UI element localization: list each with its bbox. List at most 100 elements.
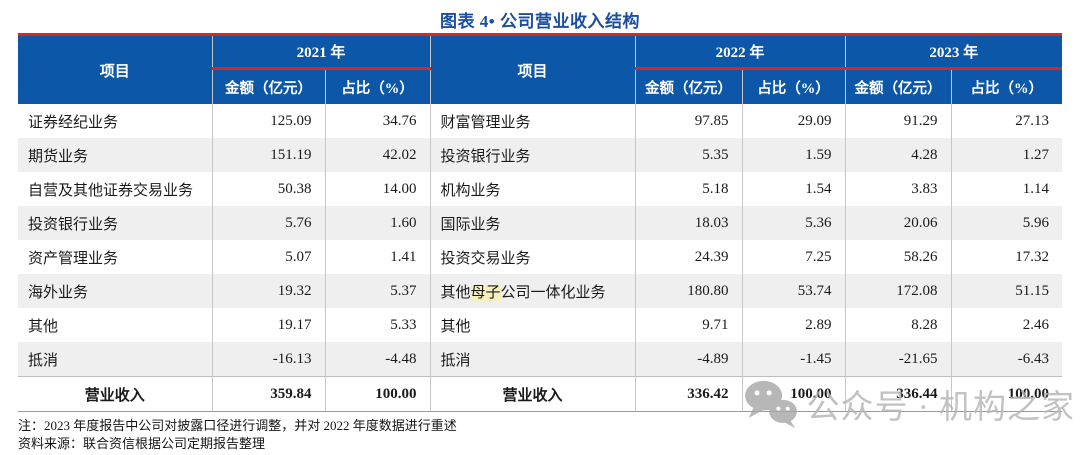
share-header-2021: 占比（%） xyxy=(324,68,431,104)
share-cell: 17.32 xyxy=(950,240,1063,274)
amount-header-2023: 金额（亿元） xyxy=(844,68,952,104)
table-row: 证券经纪业务 125.09 34.76 财富管理业务 97.85 29.09 9… xyxy=(18,104,1063,138)
share-cell: 1.27 xyxy=(950,138,1063,172)
share-cell: 1.14 xyxy=(950,172,1063,206)
amount-header-2022: 金额（亿元） xyxy=(634,68,743,104)
year-header-2023: 2023 年 xyxy=(844,34,1063,70)
amount-cell: 3.83 xyxy=(844,172,952,206)
revenue-structure-table: 项目 2021 年 项目 2022 年 2023 年 金额（亿元） 占比（%） … xyxy=(18,33,1063,412)
share-cell: 2.46 xyxy=(950,308,1063,342)
share-cell: 14.00 xyxy=(324,172,431,206)
share-header-2022: 占比（%） xyxy=(741,68,846,104)
share-cell: 1.60 xyxy=(324,206,431,240)
share-header-2023: 占比（%） xyxy=(950,68,1063,104)
share-cell: 100.00 xyxy=(324,376,431,412)
item-cell: 投资交易业务 xyxy=(429,240,636,274)
amount-cell: 91.29 xyxy=(844,104,952,138)
share-cell: -6.43 xyxy=(950,342,1063,377)
amount-cell: 151.19 xyxy=(211,138,325,172)
amount-cell: 180.80 xyxy=(634,274,743,308)
item-text: 公司一体化业务 xyxy=(500,284,606,301)
note-source: 资料来源：联合资信根据公司定期报告整理 xyxy=(18,436,266,452)
item-cell: 投资银行业务 xyxy=(429,138,636,172)
amount-cell: 4.28 xyxy=(844,138,952,172)
table-row: 其他 19.17 5.33 其他 9.71 2.89 8.28 2.46 xyxy=(18,308,1063,342)
share-cell: -4.48 xyxy=(324,342,431,377)
amount-cell: 125.09 xyxy=(211,104,325,138)
amount-cell: 18.03 xyxy=(634,206,743,240)
share-cell: 1.59 xyxy=(741,138,846,172)
share-cell: 1.54 xyxy=(741,172,846,206)
amount-cell: 9.71 xyxy=(634,308,743,342)
share-cell: -1.45 xyxy=(741,342,846,377)
share-cell: 51.15 xyxy=(950,274,1063,308)
table-row: 抵消 -16.13 -4.48 抵消 -4.89 -1.45 -21.65 -6… xyxy=(18,342,1063,377)
note-adjustment: 注：2023 年度报告中公司对披露口径进行调整，并对 2022 年度数据进行重述 xyxy=(18,418,457,433)
amount-cell: -4.89 xyxy=(634,342,743,377)
item-column-header-right: 项目 xyxy=(429,34,636,104)
item-cell: 其他母子公司一体化业务 xyxy=(429,274,636,308)
share-cell: 1.41 xyxy=(324,240,431,274)
year-header-2021: 2021 年 xyxy=(211,34,431,70)
amount-cell: 58.26 xyxy=(844,240,952,274)
amount-cell: 5.76 xyxy=(211,206,325,240)
header-row-years: 项目 2021 年 项目 2022 年 2023 年 xyxy=(18,34,1063,104)
item-cell: 期货业务 xyxy=(18,138,212,172)
share-cell: 5.33 xyxy=(324,308,431,342)
total-label-cell: 营业收入 xyxy=(18,376,212,412)
item-cell: 投资银行业务 xyxy=(18,206,212,240)
amount-cell: 5.18 xyxy=(634,172,743,206)
footnotes: 注：2023 年度报告中公司对披露口径进行调整，并对 2022 年度数据进行重述… xyxy=(18,417,1080,454)
amount-cell: 5.07 xyxy=(211,240,325,274)
amount-cell: 172.08 xyxy=(844,274,952,308)
item-text: 其他 xyxy=(440,284,471,301)
item-cell: 机构业务 xyxy=(429,172,636,206)
share-cell: 42.02 xyxy=(324,138,431,172)
item-cell: 资产管理业务 xyxy=(18,240,212,274)
share-cell: 34.76 xyxy=(324,104,431,138)
item-cell: 抵消 xyxy=(429,342,636,377)
amount-cell: 19.32 xyxy=(211,274,325,308)
item-cell: 证券经纪业务 xyxy=(18,104,212,138)
total-row: 营业收入 359.84 100.00 营业收入 336.42 100.00 33… xyxy=(18,376,1063,412)
share-cell: 5.96 xyxy=(950,206,1063,240)
item-cell: 抵消 xyxy=(18,342,212,377)
amount-cell: 8.28 xyxy=(844,308,952,342)
year-header-2022: 2022 年 xyxy=(634,34,846,70)
share-cell: 29.09 xyxy=(741,104,846,138)
table-row: 海外业务 19.32 5.37 其他母子公司一体化业务 180.80 53.74… xyxy=(18,274,1063,308)
item-column-header-left: 项目 xyxy=(18,34,212,104)
amount-cell: 19.17 xyxy=(211,308,325,342)
total-label-cell: 营业收入 xyxy=(429,376,636,412)
item-cell: 海外业务 xyxy=(18,274,212,308)
share-cell: 7.25 xyxy=(741,240,846,274)
share-cell: 5.36 xyxy=(741,206,846,240)
table-row: 投资银行业务 5.76 1.60 国际业务 18.03 5.36 20.06 5… xyxy=(18,206,1063,240)
table-row: 资产管理业务 5.07 1.41 投资交易业务 24.39 7.25 58.26… xyxy=(18,240,1063,274)
share-cell: 100.00 xyxy=(741,376,846,412)
share-cell: 2.89 xyxy=(741,308,846,342)
header-row-measures: 金额（亿元） 占比（%） 金额（亿元） 占比（%） 金额（亿元） 占比（%） xyxy=(18,68,1063,104)
amount-cell: 97.85 xyxy=(634,104,743,138)
figure-title: 图表 4• 公司营业收入结构 xyxy=(440,12,640,31)
amount-cell: 336.42 xyxy=(634,376,743,412)
item-cell: 其他 xyxy=(18,308,212,342)
amount-cell: 359.84 xyxy=(211,376,325,412)
amount-cell: 24.39 xyxy=(634,240,743,274)
share-cell: 53.74 xyxy=(741,274,846,308)
amount-cell: 50.38 xyxy=(211,172,325,206)
amount-cell: -21.65 xyxy=(844,342,952,377)
share-cell: 5.37 xyxy=(324,274,431,308)
search-highlight: 母子 xyxy=(470,284,501,301)
item-cell: 财富管理业务 xyxy=(429,104,636,138)
table-row: 自营及其他证券交易业务 50.38 14.00 机构业务 5.18 1.54 3… xyxy=(18,172,1063,206)
table-row: 期货业务 151.19 42.02 投资银行业务 5.35 1.59 4.28 … xyxy=(18,138,1063,172)
amount-cell: -16.13 xyxy=(211,342,325,377)
item-cell: 其他 xyxy=(429,308,636,342)
item-cell: 国际业务 xyxy=(429,206,636,240)
share-cell: 100.00 xyxy=(950,376,1063,412)
amount-cell: 20.06 xyxy=(844,206,952,240)
amount-header-2021: 金额（亿元） xyxy=(211,68,325,104)
amount-cell: 5.35 xyxy=(634,138,743,172)
item-cell: 自营及其他证券交易业务 xyxy=(18,172,212,206)
